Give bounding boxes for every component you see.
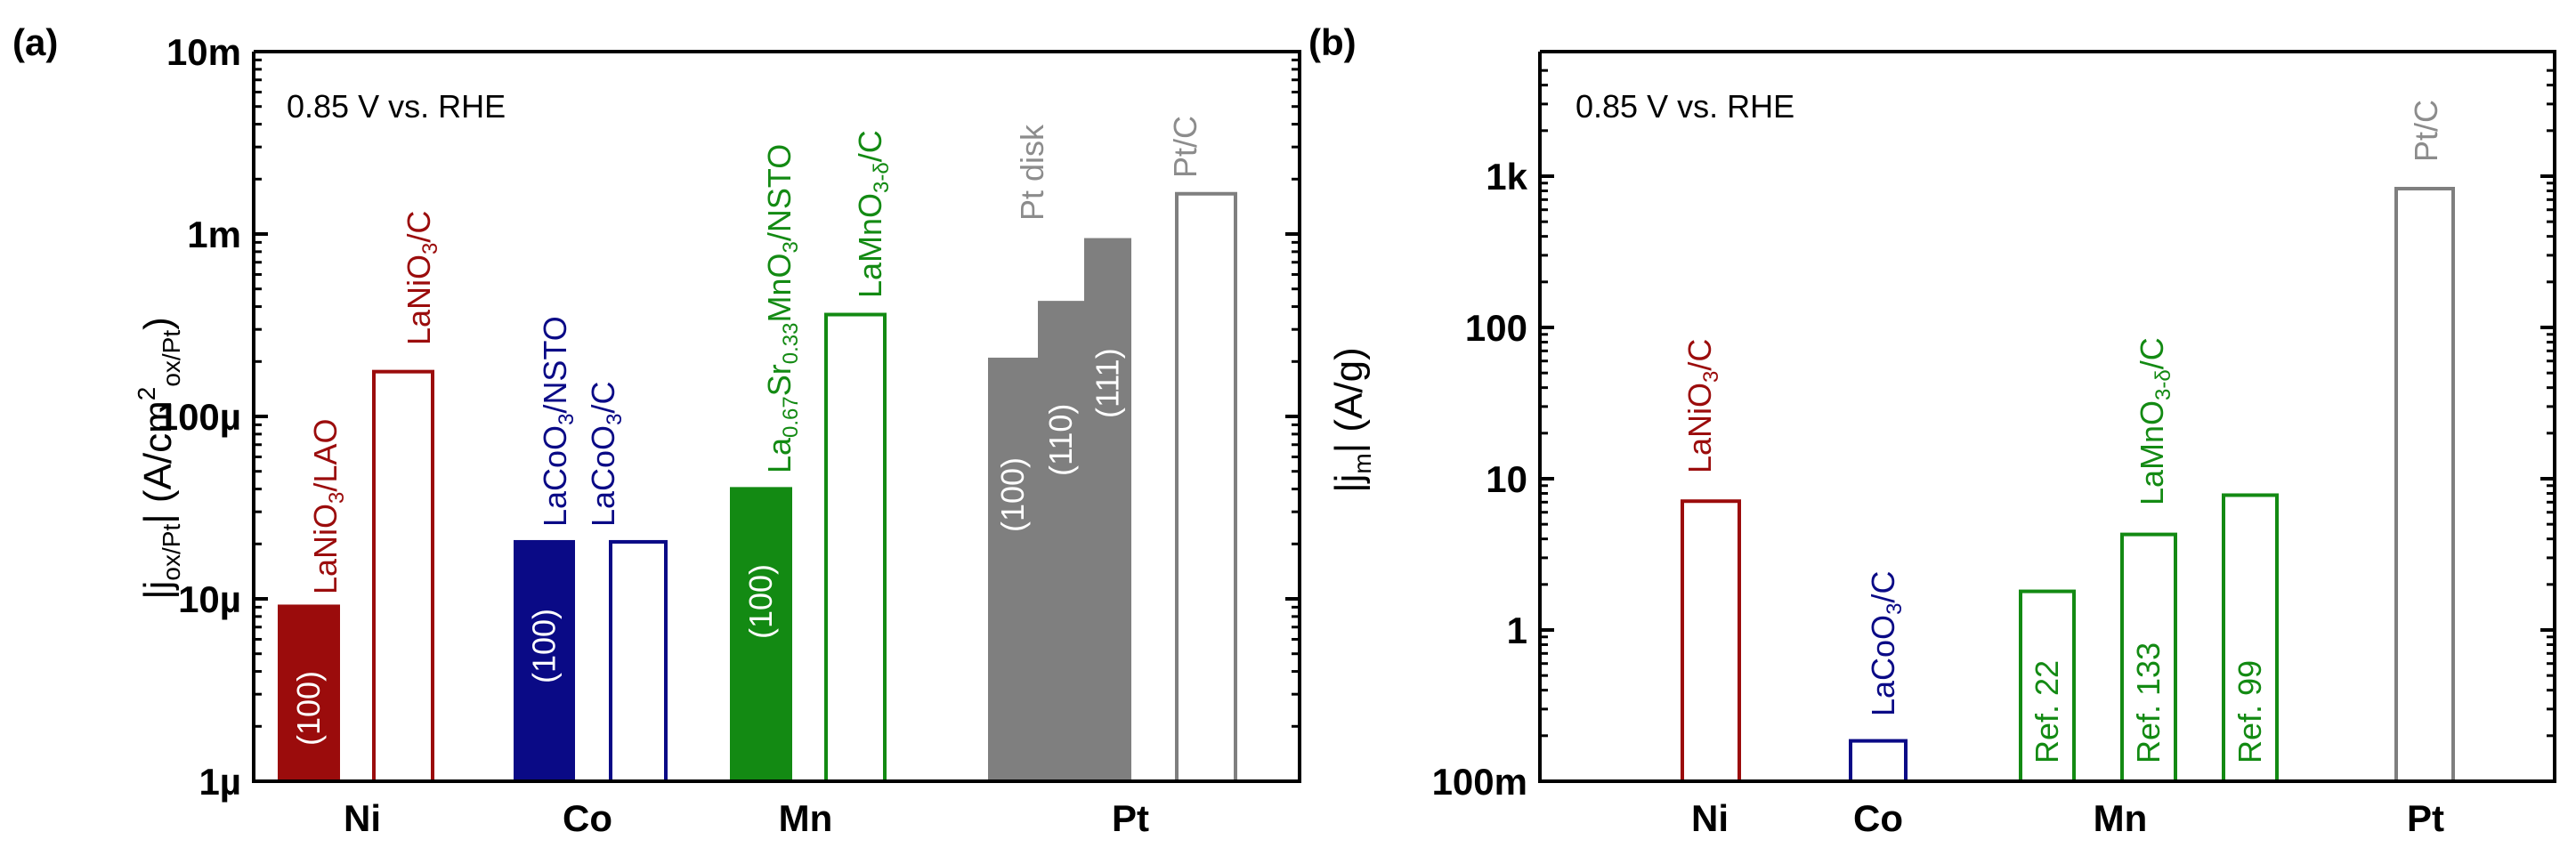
label-lacoo3-nsto: LaCoO3/NSTO xyxy=(537,316,579,527)
panel-b-frame xyxy=(1538,50,2556,783)
label-lamno3-c-a: LaMnO3-δ/C xyxy=(852,130,894,298)
panel-a-bar-inner-label: (100) xyxy=(742,564,779,639)
panel-a-ylabel-mid: | (A/cm xyxy=(136,400,180,524)
panel-b-bar-ni-0 xyxy=(1681,499,1741,783)
panel-a-bar-pt-8 xyxy=(1084,238,1131,781)
label-pt-disk: Pt disk xyxy=(1014,124,1050,221)
panel-b-x-category-co: Co xyxy=(1853,797,1903,839)
panel-b-y-tick-label: 1k xyxy=(1486,156,1527,198)
panel-a-bar-inner-label: (100) xyxy=(994,457,1031,532)
panel-a-y-tick-label: 1m xyxy=(187,214,241,255)
panel-b-y-axis-label: |jm| (A/g) xyxy=(1327,347,1376,493)
panel-b-x-categories: Ni Co Mn Pt xyxy=(1691,797,2444,839)
label-lsmo-nsto: La0.67Sr0.33MnO3/NSTO xyxy=(761,144,803,473)
panel-a-ylabel-sub: ox/Pt xyxy=(158,524,185,581)
panel-b-y-tick-label: 100m xyxy=(1432,761,1527,803)
panel-a-bar-pt-9 xyxy=(1175,191,1237,783)
label-ptc-b: Pt/C xyxy=(2408,100,2444,162)
panel-b-bar-inner-label: Ref. 22 xyxy=(2029,660,2065,763)
panel-a-y-ticks: 1µ 10µ 100µ 1m 10m xyxy=(158,31,1300,803)
panel-a-bar-inner-label: (111) xyxy=(1090,348,1126,418)
panel-b-bar-inner-label: Ref. 99 xyxy=(2232,660,2268,763)
panel-b-y-tick-label: 1 xyxy=(1507,610,1527,651)
panel-a-bar-ni-0 xyxy=(278,604,340,781)
panel-a-tag: (a) xyxy=(12,21,58,63)
panel-a-x-category-ni: Ni xyxy=(344,797,381,839)
panel-a-x-category-co: Co xyxy=(563,797,612,839)
panel-a-bar-ni-1 xyxy=(372,369,434,783)
panel-a-y-tick-label: 10µ xyxy=(178,578,241,620)
panel-a-ylabel-sup: 2 xyxy=(133,387,160,401)
label-ptc-a: Pt/C xyxy=(1167,116,1203,178)
panel-b: (b) 0.85 V vs. RHE |jm| (A/g) 100m110100… xyxy=(1308,21,2556,839)
panel-a-bar-mn-5 xyxy=(824,312,887,783)
label-lanio3-c-b: LaNiO3/C xyxy=(1681,339,1723,473)
panel-b-ylabel-end: | (A/g) xyxy=(1327,347,1371,453)
panel-a-y-axis-label: |jox/Pt| (A/cm2ox/Pt) xyxy=(133,317,185,600)
panel-a-bar-pt-6 xyxy=(988,357,1038,781)
panel-b-bars: Ref. 22 Ref. 133 Ref. 99 xyxy=(1681,186,2455,784)
panel-a-bar-inner-label: (100) xyxy=(526,609,563,683)
panel-a-bars: (100) (100) (100) (100) (110) (111) xyxy=(278,191,1237,784)
panel-b-bar-co-1 xyxy=(1849,739,1908,783)
panel-b-y-tick-label: 100 xyxy=(1465,307,1527,349)
panel-a-x-categories: Ni Co Mn Pt xyxy=(344,797,1149,839)
label-lacoo3-c-a: LaCoO3/C xyxy=(585,382,627,527)
panel-b-x-category-pt: Pt xyxy=(2407,797,2444,839)
panel-a-bar-labels: LaNiO3/LAO LaNiO3/C LaCoO3/NSTO LaCoO3/C… xyxy=(307,116,1203,594)
panel-a-annotation: 0.85 V vs. RHE xyxy=(287,88,506,125)
panel-b-ylabel-sub: m xyxy=(1349,453,1376,473)
panel-a-bar-inner-label: (110) xyxy=(1042,404,1079,476)
panel-b-bar-labels: LaNiO3/C LaCoO3/C LaMnO3-δ/C Pt/C xyxy=(1681,100,2444,716)
panel-b-y-ticks: 100m 1 10 100 1k xyxy=(1432,69,2555,803)
panel-a: (a) 0.85 V vs. RHE |jox/Pt| (A/cm2ox/Pt)… xyxy=(12,21,1301,839)
panel-b-bar-pt-5 xyxy=(2394,186,2455,783)
panel-b-x-category-ni: Ni xyxy=(1691,797,1729,839)
panel-a-y-tick-label: 10m xyxy=(166,31,241,73)
panel-a-x-category-pt: Pt xyxy=(1112,797,1149,839)
panel-a-bar-mn-4 xyxy=(730,487,792,781)
panel-a-bar-co-3 xyxy=(609,539,668,784)
panel-a-ylabel-end: ) xyxy=(136,317,180,330)
label-lanio3-lao: LaNiO3/LAO xyxy=(307,419,349,594)
panel-b-x-category-mn: Mn xyxy=(2094,797,2148,839)
panel-a-bar-pt-7 xyxy=(1038,301,1084,781)
panel-b-tag: (b) xyxy=(1308,21,1357,63)
label-lamno3-c-b: LaMnO3-δ/C xyxy=(2134,337,2175,505)
label-lanio3-c-a: LaNiO3/C xyxy=(401,211,442,345)
panel-b-y-tick-label: 10 xyxy=(1486,458,1527,500)
panel-b-bar-inner-label: Ref. 133 xyxy=(2130,642,2167,763)
panel-a-frame xyxy=(252,50,1301,783)
panel-a-ylabel-main: |j xyxy=(136,581,180,600)
panel-b-annotation: 0.85 V vs. RHE xyxy=(1576,88,1794,125)
panel-a-y-tick-label: 1µ xyxy=(198,761,241,803)
panel-b-ylabel-main: |j xyxy=(1327,474,1371,493)
panel-a-x-category-mn: Mn xyxy=(779,797,833,839)
panel-a-bar-inner-label: (100) xyxy=(290,671,327,746)
panel-a-ylabel-sub2: ox/Pt xyxy=(158,330,185,387)
panel-a-y-tick-label: 100µ xyxy=(158,396,241,438)
panel-a-bar-co-2 xyxy=(514,539,575,781)
label-lacoo3-c-b: LaCoO3/C xyxy=(1865,571,1907,716)
